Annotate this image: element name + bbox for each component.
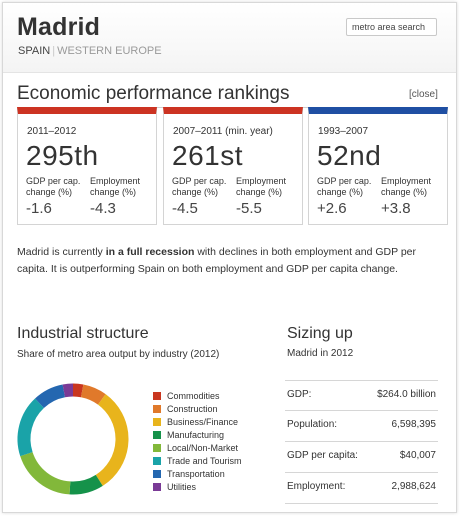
donut-slice-construction xyxy=(80,384,106,405)
profile-panel: Madrid SPAIN|WESTERN EUROPE Economic per… xyxy=(2,2,457,513)
employment-change-label: Employment change (%) xyxy=(236,176,287,197)
sizing-title: Sizing up xyxy=(287,325,353,342)
legend-item: Commodities xyxy=(153,389,242,402)
sizing-label: Employment: xyxy=(287,481,346,492)
legend-swatch xyxy=(153,404,161,413)
gdp-change-value: -4.5 xyxy=(172,200,198,217)
industry-donut-chart xyxy=(17,383,129,495)
gdp-change-value: +2.6 xyxy=(317,200,347,217)
card-rank: 295th xyxy=(26,140,99,171)
industrial-title: Industrial structure xyxy=(17,325,149,342)
legend-swatch xyxy=(153,482,161,491)
sizing-row: Employment: 2,988,624 xyxy=(285,473,438,504)
donut-slice-trade-and-tourism xyxy=(17,398,45,457)
sizing-row: GDP per capita: $40,007 xyxy=(285,442,438,473)
industrial-subtitle: Share of metro area output by industry (… xyxy=(17,349,220,360)
sizing-row: GDP: $264.0 billion xyxy=(285,380,438,411)
legend-item: Construction xyxy=(153,402,242,415)
legend-item: Local/Non-Market xyxy=(153,441,242,454)
legend-label: Local/Non-Market xyxy=(167,442,239,453)
donut-slice-commodities xyxy=(72,383,84,398)
employment-change-label: Employment change (%) xyxy=(90,176,141,197)
sizing-label: GDP: xyxy=(287,389,312,400)
sizing-row: Population: 6,598,395 xyxy=(285,411,438,442)
summary-intro: Madrid is currently xyxy=(17,246,106,258)
legend-swatch xyxy=(153,469,161,478)
sizing-table: GDP: $264.0 billion Population: 6,598,395 GD… xyxy=(285,380,438,504)
close-link[interactable]: [close] xyxy=(409,89,438,100)
employment-change-value: -5.5 xyxy=(236,200,262,217)
legend-swatch xyxy=(153,456,161,465)
legend-label: Utilities xyxy=(167,481,197,492)
legend-swatch xyxy=(153,417,161,426)
sizing-value: 6,598,395 xyxy=(391,419,437,430)
ranking-card-2007-2011: 2007–2011 (min. year) 261st GDP per cap.… xyxy=(163,107,303,225)
header: Madrid SPAIN | WESTERN EUROPE xyxy=(3,3,456,73)
donut-slice-business-finance xyxy=(95,394,129,486)
legend-label: Commodities xyxy=(167,390,220,401)
gdp-change-label: GDP per cap. change (%) xyxy=(26,176,81,197)
legend-swatch xyxy=(153,430,161,439)
employment-change-value: -4.3 xyxy=(90,200,116,217)
legend-label: Manufacturing xyxy=(167,429,225,440)
sizing-value: $40,007 xyxy=(399,450,436,461)
summary-detail: with declines in both employment and GDP… xyxy=(17,246,416,275)
donut-slice-local-non-market xyxy=(20,451,71,495)
ranking-card-1993-2007: 1993–2007 52nd GDP per cap. change (%) E… xyxy=(308,107,448,225)
region-breadcrumb: SPAIN | WESTERN EUROPE xyxy=(18,45,162,57)
continent-label: WESTERN EUROPE xyxy=(57,45,162,57)
employment-change-value: +3.8 xyxy=(381,200,411,217)
city-title: Madrid xyxy=(17,13,101,41)
sizing-label: Population: xyxy=(287,419,338,430)
summary-status: in a full recession xyxy=(105,246,195,258)
gdp-change-label: GDP per cap. change (%) xyxy=(172,176,227,197)
sizing-value: $264.0 billion xyxy=(377,389,436,400)
gdp-change-label: GDP per cap. change (%) xyxy=(317,176,372,197)
legend-item: Transportation xyxy=(153,467,242,480)
legend-label: Trade and Tourism xyxy=(167,455,242,466)
breadcrumb-separator: | xyxy=(52,45,56,57)
card-period: 1993–2007 xyxy=(318,126,369,137)
legend-swatch xyxy=(153,443,161,452)
legend-label: Transportation xyxy=(167,468,225,479)
legend-label: Business/Finance xyxy=(167,416,239,427)
card-period: 2011–2012 xyxy=(27,126,77,137)
legend-swatch xyxy=(153,391,161,400)
legend-label: Construction xyxy=(167,403,218,414)
employment-change-label: Employment change (%) xyxy=(381,176,432,197)
metro-search-input[interactable] xyxy=(346,18,437,36)
sizing-label: GDP per capita: xyxy=(287,450,358,461)
legend-item: Utilities xyxy=(153,480,242,493)
donut-slice-transportation xyxy=(35,384,66,409)
donut-slice-manufacturing xyxy=(69,474,103,495)
country-label: SPAIN xyxy=(18,45,51,57)
card-rank: 52nd xyxy=(317,140,382,171)
legend-item: Manufacturing xyxy=(153,428,242,441)
card-period: 2007–2011 (min. year) xyxy=(173,126,273,137)
legend-item: Business/Finance xyxy=(153,415,242,428)
gdp-change-value: -1.6 xyxy=(26,200,52,217)
sizing-subtitle: Madrid in 2012 xyxy=(287,348,354,359)
donut-slice-utilities xyxy=(62,383,74,398)
card-rank: 261st xyxy=(172,140,243,171)
sizing-value: 2,988,624 xyxy=(391,481,437,492)
legend-item: Trade and Tourism xyxy=(153,454,242,467)
rankings-title: Economic performance rankings xyxy=(17,83,290,104)
ranking-card-2011-2012: 2011–2012 295th GDP per cap. change (%) … xyxy=(17,107,157,225)
recession-summary: Madrid is currently in a full recession … xyxy=(17,244,447,278)
industry-legend: Commodities Construction Business/Finance M… xyxy=(153,389,242,493)
